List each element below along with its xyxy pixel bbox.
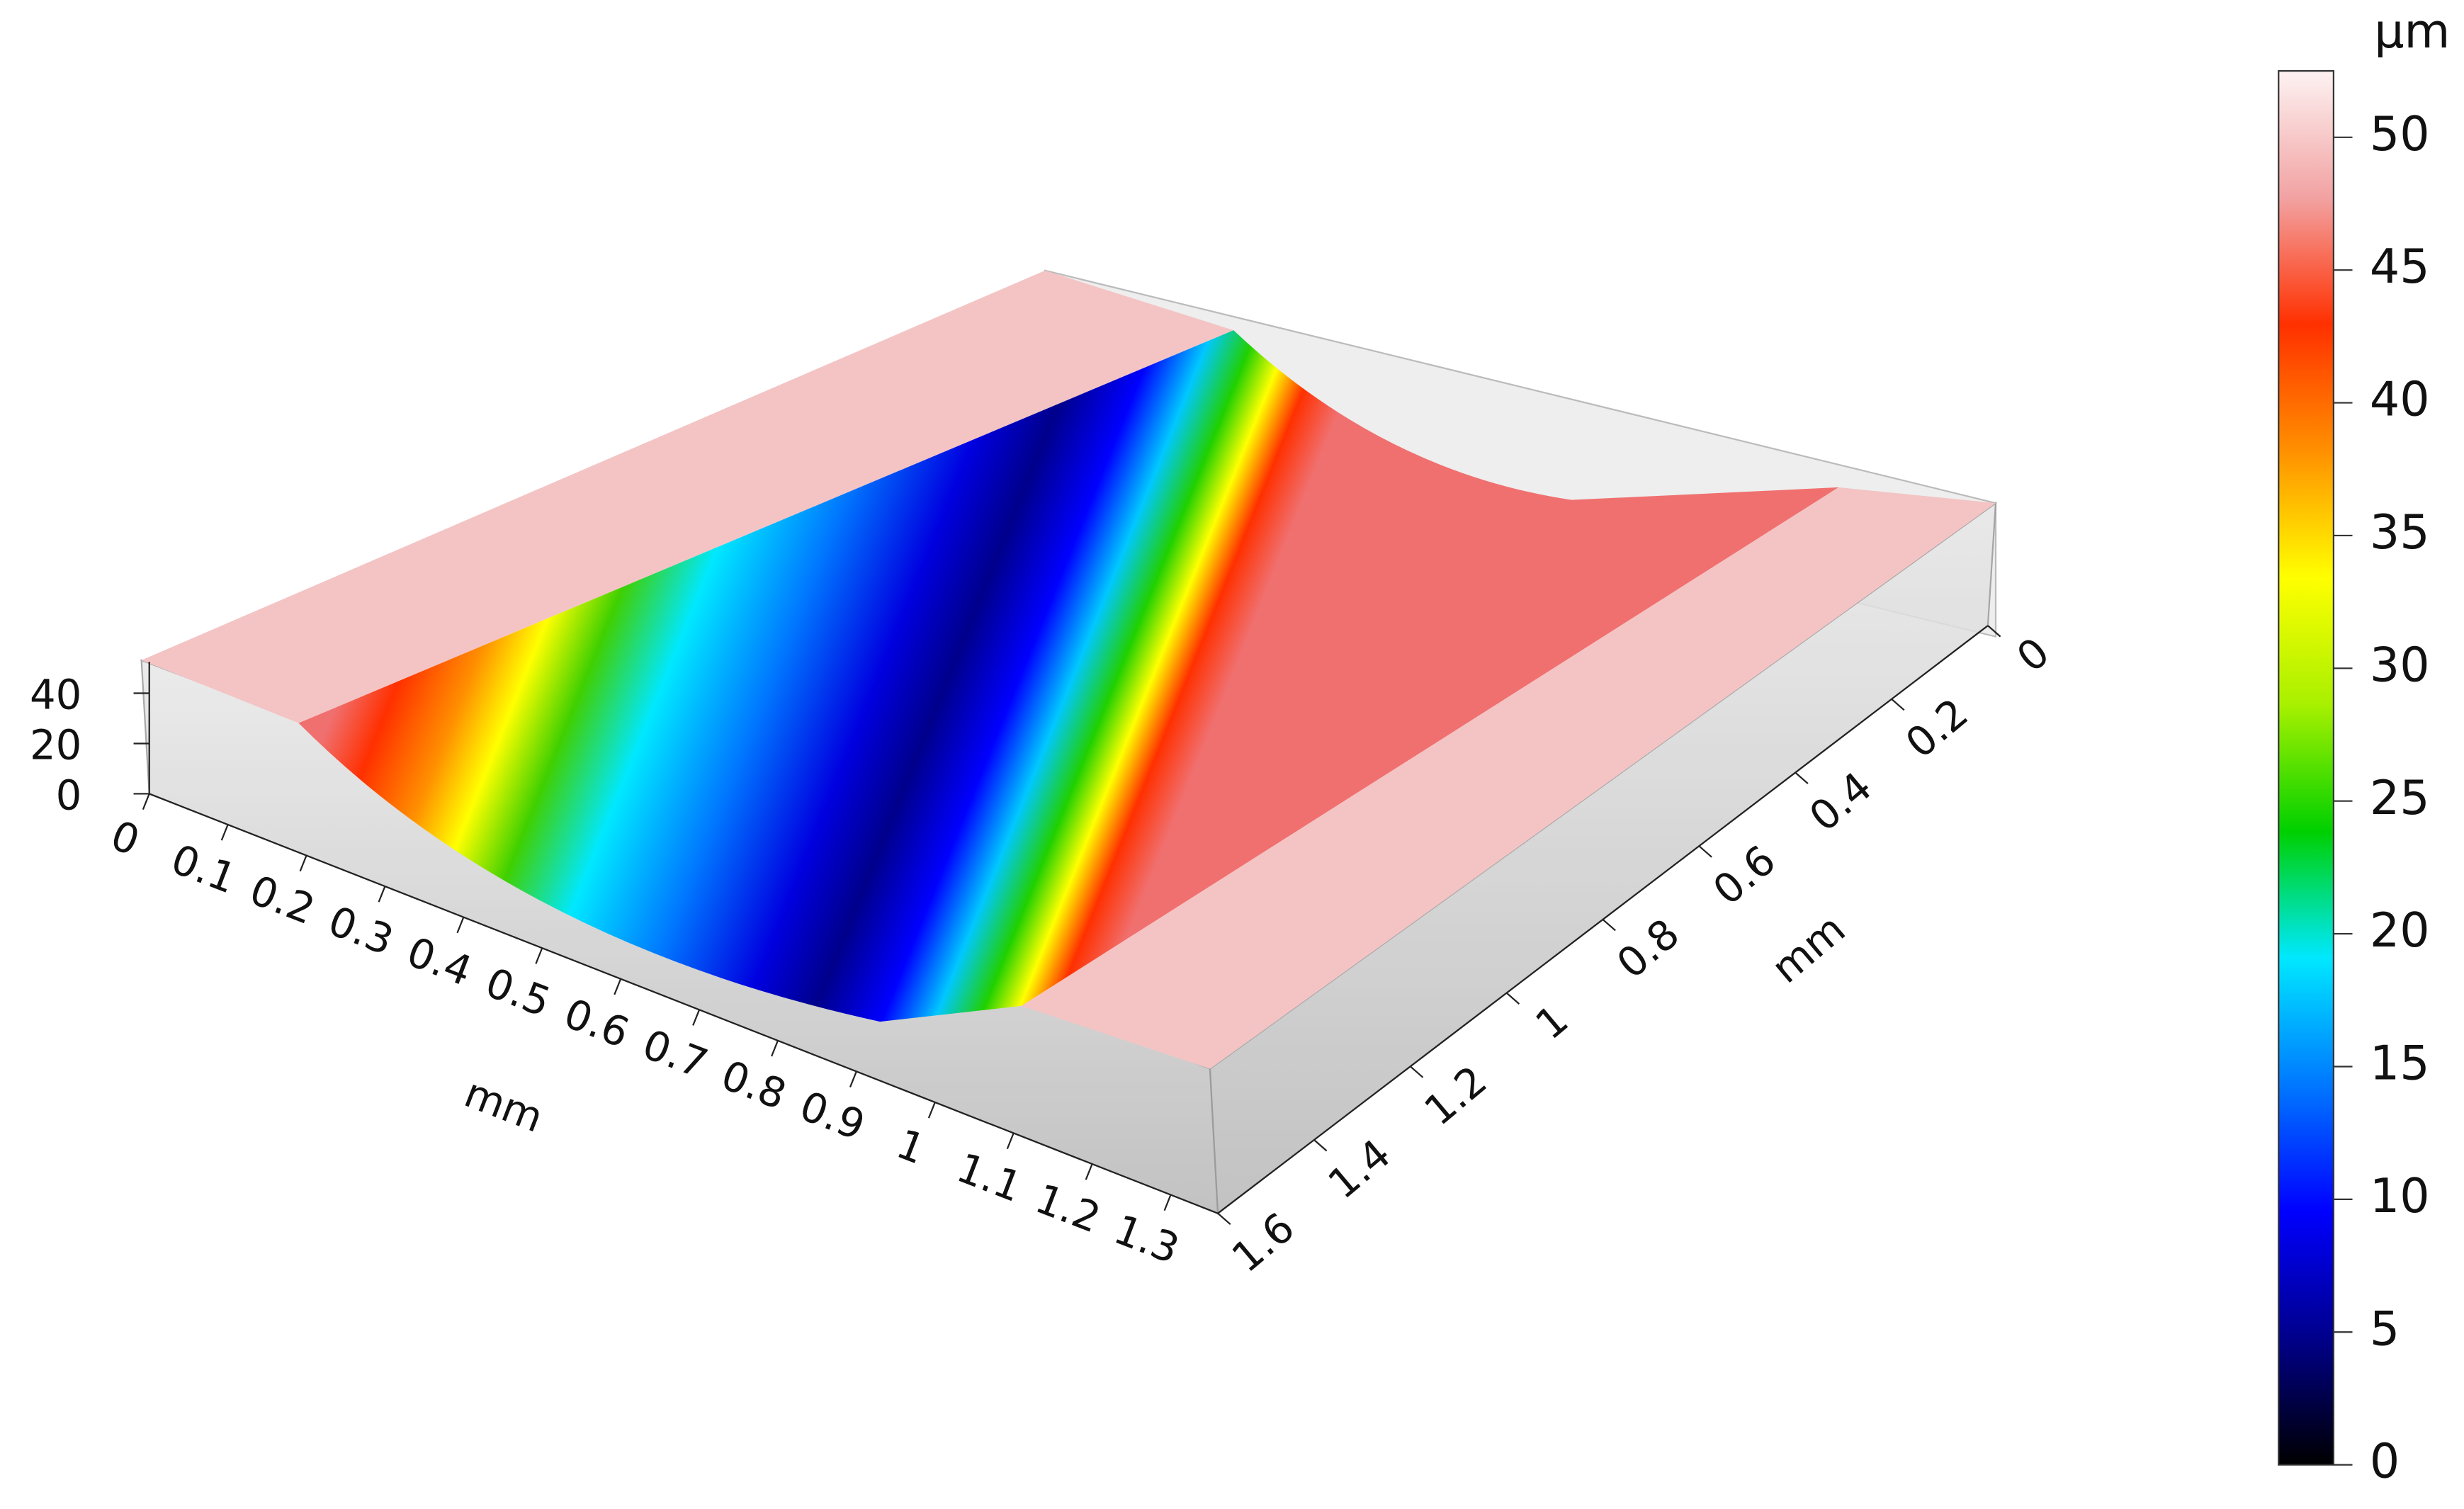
colorbar-tick-label: 30 bbox=[2370, 637, 2430, 692]
x-tick-label: 1.2 bbox=[1029, 1174, 1107, 1242]
y-axis-label: mm bbox=[1763, 905, 1855, 993]
x-tick bbox=[142, 793, 150, 810]
y-tick-label: 1.2 bbox=[1415, 1056, 1496, 1135]
x-tick-label: 0.7 bbox=[636, 1020, 714, 1088]
surface-groove bbox=[298, 330, 1839, 1022]
colorbar-tick-label: 10 bbox=[2370, 1168, 2430, 1223]
y-tick bbox=[1505, 992, 1520, 1005]
colorbar-tick-label: 35 bbox=[2370, 504, 2430, 560]
x-tick-label: 0.3 bbox=[322, 896, 400, 964]
x-axis-label: mm bbox=[458, 1068, 550, 1142]
x-tick-label: 1.3 bbox=[1108, 1205, 1186, 1273]
y-tick-label: 0.6 bbox=[1704, 836, 1785, 915]
x-tick bbox=[771, 1040, 779, 1057]
surface-plateau-right bbox=[1021, 487, 1996, 1069]
x-tick-label: 1 bbox=[891, 1119, 932, 1174]
y-tick bbox=[1410, 1066, 1424, 1078]
x-tick-label: 1.1 bbox=[951, 1143, 1029, 1211]
colorbar bbox=[2278, 70, 2335, 1466]
x-tick-label: 0.6 bbox=[558, 989, 635, 1057]
colorbar-tick-label: 25 bbox=[2370, 770, 2430, 825]
surface-plateau-left bbox=[141, 270, 1234, 723]
y-tick bbox=[1891, 698, 1905, 711]
x-tick-label: 0.5 bbox=[479, 958, 557, 1026]
z-tick-label: 0 bbox=[56, 772, 82, 820]
x-tick-label: 0 bbox=[104, 811, 146, 866]
x-tick bbox=[299, 855, 307, 872]
x-tick bbox=[378, 886, 386, 903]
x-tick bbox=[614, 978, 622, 995]
colorbar-tick-label: 15 bbox=[2370, 1036, 2430, 1091]
y-tick bbox=[1313, 1139, 1328, 1152]
y-tick-label: 0.4 bbox=[1800, 762, 1881, 841]
x-tick-label: 0.8 bbox=[715, 1051, 793, 1119]
x-tick-label: 0.9 bbox=[793, 1082, 871, 1150]
x-tick bbox=[849, 1070, 857, 1087]
x-tick-label: 0.4 bbox=[400, 927, 478, 995]
z-tick-label: 40 bbox=[30, 671, 81, 719]
y-tick-label: 1 bbox=[1526, 995, 1577, 1049]
y-tick-label: 0 bbox=[2008, 628, 2059, 682]
x-axis bbox=[149, 793, 1219, 1214]
y-tick bbox=[1987, 625, 2001, 638]
x-tick bbox=[1006, 1133, 1015, 1150]
y-tick bbox=[1602, 919, 1616, 932]
y-tick bbox=[1698, 845, 1712, 858]
x-tick-label: 0.1 bbox=[165, 835, 243, 903]
x-tick bbox=[1163, 1194, 1172, 1211]
y-tick bbox=[1217, 1212, 1231, 1226]
x-tick bbox=[1085, 1163, 1093, 1180]
y-tick bbox=[1795, 772, 1809, 784]
x-tick bbox=[220, 824, 229, 841]
colorbar-tick-label: 40 bbox=[2370, 372, 2430, 427]
y-tick-label: 0.8 bbox=[1607, 909, 1688, 988]
x-tick bbox=[692, 1009, 701, 1026]
colorbar-tick-label: 5 bbox=[2370, 1301, 2400, 1356]
colorbar-tick-label: 20 bbox=[2370, 903, 2430, 958]
colorbar-label: µm bbox=[2374, 4, 2450, 59]
x-tick bbox=[927, 1102, 936, 1119]
colorbar-tick-label: 50 bbox=[2370, 106, 2430, 162]
colorbar-tick-label: 0 bbox=[2370, 1434, 2400, 1489]
colorbar-tick-label: 45 bbox=[2370, 239, 2430, 294]
x-tick-label: 0.2 bbox=[244, 866, 322, 934]
y-tick-label: 0.2 bbox=[1897, 689, 1977, 767]
z-tick-label: 20 bbox=[30, 721, 81, 769]
box bbox=[140, 269, 1997, 1215]
x-tick bbox=[535, 947, 543, 964]
x-tick bbox=[456, 917, 465, 934]
y-tick-label: 1.4 bbox=[1319, 1129, 1400, 1208]
y-tick-label: 1.6 bbox=[1223, 1203, 1304, 1282]
